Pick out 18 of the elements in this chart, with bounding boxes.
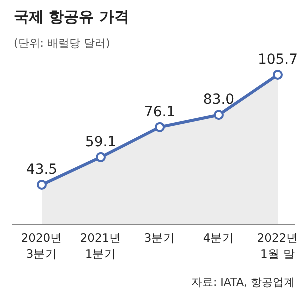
x-tick-label: 2020년 3분기 bbox=[21, 231, 63, 261]
x-tick-label: 2022년 1월 말 bbox=[257, 231, 299, 261]
data-label: 105.7 bbox=[258, 52, 298, 68]
point bbox=[96, 152, 106, 162]
point bbox=[273, 70, 283, 80]
point bbox=[155, 122, 165, 132]
point bbox=[214, 110, 224, 120]
data-label: 76.1 bbox=[144, 104, 176, 120]
x-tick-label: 2021년 1분기 bbox=[80, 231, 122, 261]
chart-title: 국제 항공유 가격 bbox=[14, 8, 130, 26]
point bbox=[37, 180, 47, 190]
data-label: 83.0 bbox=[203, 92, 235, 108]
text: 자료: IATA, 항공업계 bbox=[191, 276, 295, 289]
data-label: 43.5 bbox=[26, 162, 58, 178]
chart-subtitle: (단위: 배럴당 달러) bbox=[14, 37, 110, 50]
x-tick-label: 4분기 bbox=[203, 231, 235, 245]
data-label: 59.1 bbox=[85, 134, 117, 150]
x-tick-label: 3분기 bbox=[144, 231, 176, 245]
